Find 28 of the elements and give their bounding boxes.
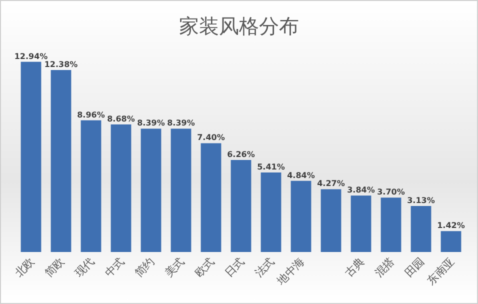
x-tick-label: 美式 <box>162 254 188 280</box>
data-label: 5.41% <box>257 162 285 172</box>
x-tick-label: 日式 <box>222 254 248 280</box>
x-tick-label: 古典 <box>342 254 368 280</box>
data-label: 3.70% <box>377 188 405 197</box>
data-label: 1.42% <box>437 221 465 230</box>
data-label: 7.40% <box>197 133 225 142</box>
data-label: 8.39% <box>167 118 195 128</box>
x-tick-label: 欧式 <box>192 254 218 280</box>
data-label: 8.39% <box>137 118 165 128</box>
data-label: 4.27% <box>317 179 345 188</box>
data-label: 3.84% <box>347 186 375 195</box>
chart-title: 家装风格分布 <box>179 14 299 38</box>
x-tick-label: 北欧 <box>12 254 38 280</box>
data-label: 3.13% <box>407 196 435 205</box>
x-tick-label: 简欧 <box>42 254 68 280</box>
x-tick-label: 中式 <box>102 254 128 280</box>
data-label: 12.94% <box>14 52 48 61</box>
x-tick-label: 田园 <box>402 254 428 280</box>
data-label: 8.96% <box>77 110 105 120</box>
x-tick-label: 东南亚 <box>424 254 458 288</box>
x-tick-label: 混搭 <box>372 254 398 280</box>
data-label: 12.38% <box>44 60 78 70</box>
data-label: 4.84% <box>287 170 315 180</box>
x-tick-label: 简约 <box>132 254 158 280</box>
data-label: 6.26% <box>227 150 255 159</box>
x-tick-label: 现代 <box>72 254 98 280</box>
data-label: 8.68% <box>107 114 135 124</box>
